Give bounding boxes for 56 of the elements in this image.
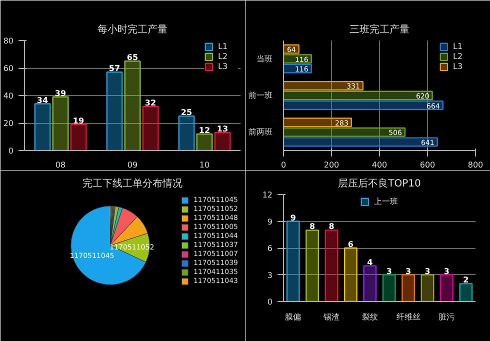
data-label: 12 [198, 126, 210, 135]
x-tick-label: 600 [420, 160, 436, 170]
legend-label: L3 [218, 62, 229, 71]
x-tick-label: 800 [468, 160, 484, 170]
data-label: 65 [126, 53, 138, 62]
y-tick-label: 12 [262, 190, 273, 200]
data-label: 34 [36, 96, 48, 105]
data-label: 3 [424, 266, 430, 276]
x-tick-label: 09 [127, 160, 138, 170]
legend-label: L1 [218, 42, 229, 51]
y-tick-label: 80 [3, 36, 14, 46]
data-label: 32 [144, 98, 156, 108]
data-label: 19 [72, 116, 84, 126]
x-tick-label: 脏污 [438, 312, 455, 322]
data-label: 3 [444, 266, 450, 276]
data-label: 9 [290, 213, 296, 222]
data-label: 25 [180, 108, 192, 118]
x-tick-label: 08 [55, 160, 66, 170]
data-label: 13 [216, 124, 228, 134]
y-tick-label: 40 [3, 92, 14, 100]
chart-title: 完工下线工单分布情况 [82, 178, 182, 190]
data-label: 6 [348, 240, 354, 249]
y-tick-label: 60 [3, 64, 14, 73]
y-tick-label: 0 [8, 146, 14, 156]
legend-label: L2 [218, 52, 229, 61]
data-label: 2 [463, 276, 469, 285]
data-label: 3 [386, 266, 392, 276]
data-label: 3 [406, 266, 412, 276]
y-tick-label: 9 [267, 217, 273, 226]
legend-label: L2 [453, 52, 464, 61]
y-tick-label: 当班 [256, 54, 272, 64]
legend-label: 上一班 [374, 196, 398, 207]
chart-title: 每小时完工产量 [98, 24, 168, 36]
data-label: 4 [367, 258, 374, 267]
y-tick-label: 3 [267, 270, 273, 280]
x-tick-label: 200 [324, 160, 340, 170]
x-tick-label: 膜偏 [285, 312, 302, 322]
legend-label: L3 [453, 62, 464, 71]
y-tick-label: 0 [267, 298, 273, 306]
y-tick-label: 前两班 [248, 128, 272, 137]
y-tick-label: 20 [3, 119, 14, 128]
data-label: 8 [328, 222, 335, 232]
y-tick-label: 前一班 [248, 91, 272, 100]
legend-label: L1 [453, 42, 464, 51]
x-tick-label: 0 [280, 160, 286, 170]
chart-title: 三班完工产量 [350, 24, 410, 36]
x-tick-label: 10 [199, 160, 210, 170]
x-tick-label: 400 [372, 160, 388, 170]
data-label: 8 [310, 222, 316, 232]
data-label: 39 [54, 88, 66, 98]
y-tick-label: 6 [267, 244, 273, 253]
x-tick-label: 裂纹 [362, 312, 378, 322]
x-tick-label: 锡渣 [322, 312, 340, 322]
chart-title: 层压后不良TOP10 [338, 178, 421, 190]
x-tick-label: 纤维丝 [396, 312, 420, 322]
data-label: 57 [108, 64, 120, 74]
